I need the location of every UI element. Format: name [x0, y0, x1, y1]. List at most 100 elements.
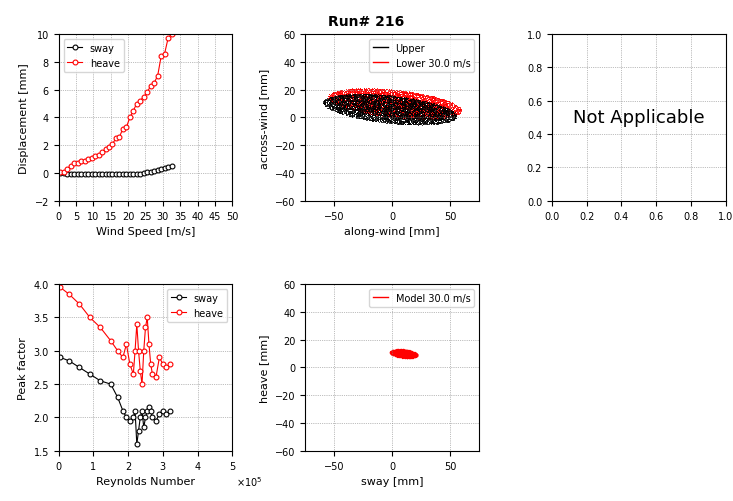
Point	[396, 115, 408, 123]
Point	[401, 94, 413, 102]
Point	[368, 105, 380, 113]
Point	[323, 95, 335, 103]
Point	[377, 95, 388, 103]
Point	[433, 116, 445, 124]
Point	[412, 100, 424, 108]
Point	[371, 99, 383, 107]
Point	[411, 118, 423, 126]
Point	[417, 118, 429, 126]
Point	[381, 112, 393, 120]
Point	[438, 109, 450, 117]
Point	[397, 116, 409, 124]
Point	[385, 349, 397, 357]
Point	[379, 89, 391, 97]
Point	[427, 94, 439, 102]
Point	[334, 88, 345, 96]
Point	[413, 106, 424, 114]
Point	[325, 94, 336, 102]
Point	[400, 89, 412, 97]
Point	[441, 110, 453, 118]
Point	[393, 346, 405, 354]
Point	[426, 108, 438, 116]
Point	[394, 350, 405, 358]
Point	[366, 86, 378, 94]
Point	[417, 111, 429, 119]
Point	[409, 349, 421, 357]
Point	[441, 113, 453, 121]
Point	[333, 96, 345, 104]
Point	[416, 114, 427, 122]
Point	[421, 109, 433, 117]
Point	[373, 92, 385, 100]
Point	[428, 110, 440, 118]
Point	[427, 99, 439, 107]
Point	[388, 120, 400, 128]
Point	[342, 102, 354, 110]
Point	[360, 88, 372, 96]
Point	[333, 92, 345, 100]
Point	[325, 100, 337, 108]
Point	[327, 99, 339, 107]
Point	[410, 351, 421, 359]
Point	[413, 98, 425, 106]
Point	[416, 99, 428, 107]
Point	[386, 348, 398, 356]
Point	[388, 109, 400, 117]
Point	[332, 96, 344, 104]
Point	[399, 350, 410, 358]
Point	[345, 107, 357, 115]
Point	[389, 348, 401, 356]
Point	[431, 114, 443, 122]
Point	[413, 102, 425, 110]
Point	[391, 106, 403, 114]
Point	[395, 353, 407, 361]
Point	[385, 110, 397, 118]
heave	[143, 90, 152, 96]
Point	[347, 103, 359, 111]
Point	[416, 102, 428, 110]
Point	[410, 98, 422, 106]
Point	[354, 101, 366, 109]
Point	[336, 91, 347, 99]
Point	[389, 349, 401, 357]
Point	[428, 93, 440, 101]
Point	[362, 108, 374, 116]
Point	[366, 91, 377, 99]
Point	[383, 96, 394, 104]
Point	[388, 98, 399, 106]
Point	[377, 92, 389, 100]
Point	[371, 111, 383, 119]
Point	[397, 348, 408, 356]
Point	[359, 106, 371, 114]
Point	[384, 113, 396, 121]
Point	[398, 346, 410, 354]
Point	[369, 108, 381, 116]
Point	[441, 107, 452, 115]
sway	[108, 171, 117, 177]
Point	[408, 118, 420, 126]
Point	[394, 348, 405, 356]
Point	[349, 98, 361, 106]
Point	[397, 88, 408, 96]
Point	[404, 115, 416, 123]
Point	[405, 353, 416, 361]
Point	[389, 351, 401, 359]
Point	[402, 107, 413, 115]
Point	[335, 93, 347, 101]
Point	[342, 96, 354, 104]
Point	[348, 95, 360, 103]
Point	[364, 93, 376, 101]
Point	[399, 105, 411, 113]
Point	[387, 350, 399, 358]
Point	[330, 99, 342, 107]
Point	[413, 101, 425, 109]
Point	[390, 348, 402, 356]
Point	[385, 349, 397, 357]
Point	[369, 109, 380, 117]
Point	[432, 120, 444, 128]
Point	[413, 103, 424, 111]
Point	[388, 102, 399, 110]
Point	[353, 90, 365, 98]
Point	[349, 96, 361, 104]
Point	[405, 97, 416, 105]
